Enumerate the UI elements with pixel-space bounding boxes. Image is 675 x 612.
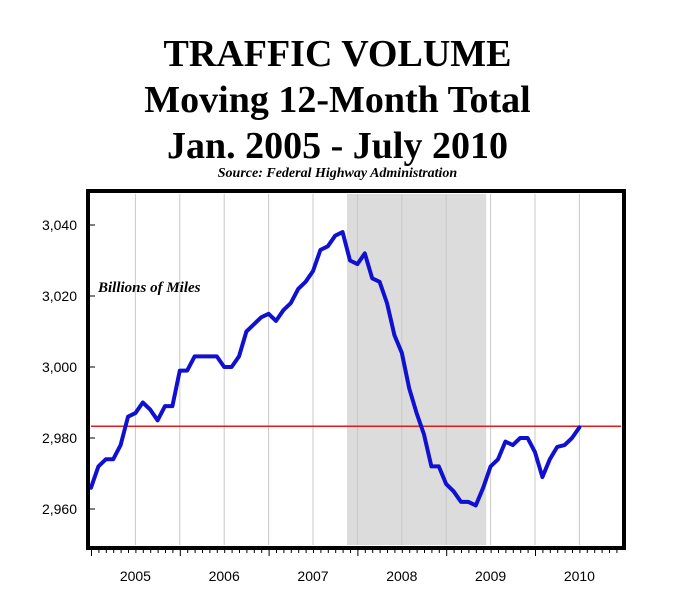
chart-source: Source: Federal Highway Administration [217, 166, 458, 181]
data-point [460, 501, 462, 503]
data-point [127, 416, 129, 418]
chart-title-line-3: Jan. 2005 - July 2010 [167, 125, 508, 167]
unit-annotation: Billions of Miles [97, 280, 201, 296]
data-point [305, 281, 307, 283]
data-point [268, 313, 270, 315]
data-point [401, 352, 403, 354]
x-tick-label: 2006 [209, 568, 240, 584]
data-point [253, 323, 255, 325]
data-point [120, 444, 122, 446]
data-point [482, 487, 484, 489]
data-point [549, 458, 551, 460]
x-tick-label: 2009 [475, 568, 506, 584]
data-point [238, 355, 240, 357]
data-point [282, 309, 284, 311]
data-point [149, 409, 151, 411]
data-point [297, 288, 299, 290]
data-point [527, 437, 529, 439]
series-line [89, 230, 582, 508]
chart-title-line-1: TRAFFIC VOLUME [163, 33, 512, 75]
data-point [105, 458, 107, 460]
data-point [475, 504, 477, 506]
data-point [445, 483, 447, 485]
data-point [112, 458, 114, 460]
plot-frame [86, 189, 626, 550]
data-point [556, 446, 558, 448]
data-point [504, 441, 506, 443]
data-point [194, 355, 196, 357]
data-point [97, 465, 99, 467]
data-point [416, 412, 418, 414]
data-point [564, 444, 566, 446]
data-point [497, 458, 499, 460]
data-point [164, 405, 166, 407]
y-tick-label: 2,980 [42, 430, 77, 446]
data-point [290, 302, 292, 304]
data-point [423, 433, 425, 435]
data-point [312, 270, 314, 272]
data-point [245, 330, 247, 333]
data-point [379, 281, 381, 283]
data-point [467, 501, 469, 503]
chart-title-line-2: Moving 12-Month Total [144, 79, 531, 121]
data-point [453, 490, 455, 492]
data-point [371, 277, 373, 279]
data-point [216, 355, 218, 357]
data-point [571, 437, 573, 439]
recession-shading [347, 194, 487, 545]
data-point [171, 405, 173, 407]
data-point [356, 263, 358, 265]
data-point [90, 487, 92, 489]
data-point [186, 370, 188, 372]
data-point [275, 320, 277, 322]
y-tick-label: 3,020 [42, 288, 77, 304]
data-point [208, 355, 210, 357]
x-tick-label: 2005 [120, 568, 151, 584]
data-point [201, 355, 203, 357]
data-point [578, 426, 581, 428]
data-point [157, 419, 159, 421]
y-tick-label: 2,960 [42, 501, 77, 517]
data-point [349, 259, 351, 262]
y-tick-label: 3,040 [42, 217, 77, 233]
data-point [490, 465, 492, 467]
data-point [334, 235, 336, 237]
data-point [541, 476, 544, 478]
data-point [260, 316, 262, 318]
data-point [223, 366, 225, 368]
data-point [319, 249, 321, 251]
data-point [142, 401, 144, 404]
x-tick-label: 2010 [564, 568, 595, 584]
data-point [327, 245, 329, 247]
data-point [430, 465, 432, 467]
data-point [393, 334, 395, 336]
data-point [408, 387, 410, 389]
data-point [386, 302, 388, 304]
y-tick-label: 3,000 [42, 359, 77, 375]
data-point [179, 370, 181, 372]
data-point [512, 444, 514, 446]
data-point [519, 437, 521, 439]
data-point [342, 231, 344, 233]
x-tick-label: 2007 [297, 568, 328, 584]
data-point [438, 465, 440, 467]
x-tick-label: 2008 [386, 568, 417, 584]
data-point [134, 412, 136, 414]
data-point [231, 366, 233, 368]
data-point [364, 252, 366, 254]
data-point [534, 451, 536, 453]
